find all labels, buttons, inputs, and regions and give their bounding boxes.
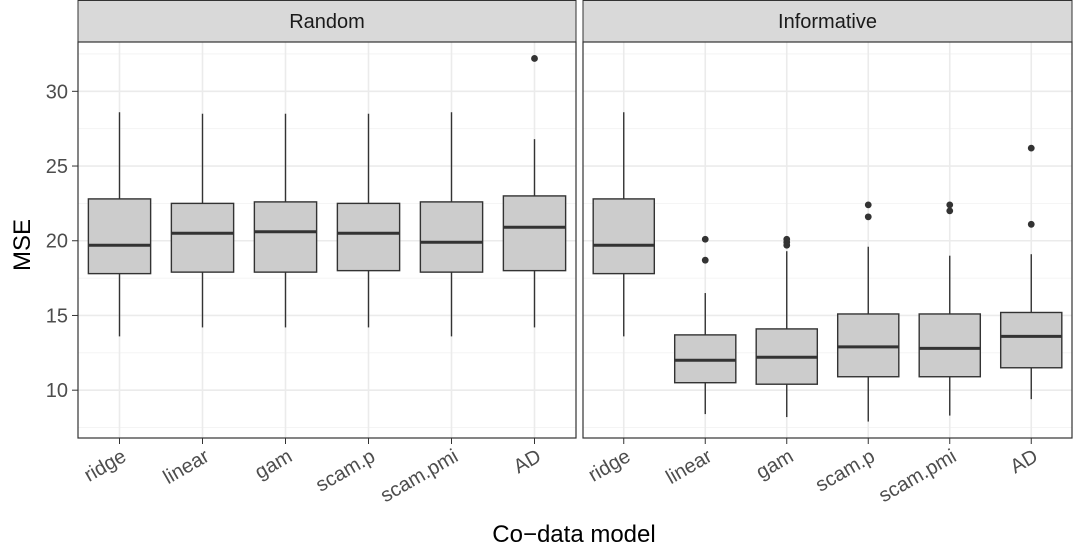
x-axis-title: Co−data model xyxy=(492,521,655,548)
outlier-point xyxy=(1027,144,1035,152)
x-tick-label: scam.p xyxy=(812,445,879,496)
y-tick-label: 25 xyxy=(46,156,68,178)
y-axis: 10 15 20 25 30 xyxy=(46,81,78,402)
x-tick-label: gam xyxy=(753,445,798,484)
outlier-point xyxy=(864,201,872,209)
iqr-box xyxy=(502,195,567,272)
outlier-point xyxy=(946,201,954,209)
iqr-box xyxy=(999,311,1063,369)
y-axis-title: MSE xyxy=(9,219,36,271)
panel-strip xyxy=(582,0,1073,43)
outlier-point xyxy=(864,213,872,221)
y-tick-label: 10 xyxy=(46,380,68,402)
panel-border xyxy=(77,41,577,439)
x-tick-label: AD xyxy=(510,445,545,478)
box-scam.p xyxy=(836,201,900,422)
outlier-point xyxy=(701,256,709,264)
box-AD xyxy=(502,55,567,328)
panel-strip xyxy=(77,0,577,43)
box-ridge xyxy=(592,112,656,337)
x-tick-label: ridge xyxy=(80,445,130,486)
box-gam xyxy=(755,235,819,418)
x-tick-label: linear xyxy=(662,445,716,489)
iqr-box xyxy=(170,202,235,273)
iqr-box xyxy=(253,201,318,273)
x-tick-label: linear xyxy=(160,445,214,489)
box-AD xyxy=(999,144,1063,400)
iqr-box xyxy=(419,201,484,273)
outlier-point xyxy=(946,207,954,215)
x-tick-label: scam.pmi xyxy=(875,445,960,507)
y-tick-label: 30 xyxy=(46,81,68,103)
x-tick-label: gam xyxy=(251,445,296,484)
iqr-box xyxy=(87,198,152,275)
panel-strip-title: Random xyxy=(289,11,365,33)
outlier-point xyxy=(1027,220,1035,228)
box-linear xyxy=(170,113,235,328)
outlier-point xyxy=(531,55,538,62)
box-linear xyxy=(673,235,737,415)
y-tick-label: 20 xyxy=(46,231,68,253)
outlier-point xyxy=(783,235,791,243)
box-scam.pmi xyxy=(918,201,982,416)
box-ridge xyxy=(87,112,152,337)
iqr-box xyxy=(592,198,656,275)
box-gam xyxy=(253,113,318,328)
box-scam.p xyxy=(336,113,401,328)
iqr-box xyxy=(918,313,982,378)
outlier-point xyxy=(701,235,709,243)
y-tick-label: 15 xyxy=(46,305,68,327)
x-tick-label: AD xyxy=(1007,445,1042,478)
iqr-box xyxy=(336,202,401,272)
x-tick-label: scam.p xyxy=(312,445,379,496)
x-tick-label: scam.pmi xyxy=(377,445,462,507)
box-scam.pmi xyxy=(419,112,484,337)
panel-border xyxy=(582,41,1073,439)
panel-strip-title: Informative xyxy=(778,11,877,33)
x-tick-label: ridge xyxy=(585,445,635,486)
